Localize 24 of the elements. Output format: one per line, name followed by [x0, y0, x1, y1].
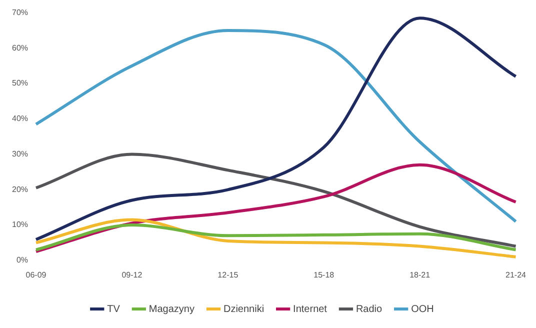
- y-tick-label: 40%: [12, 114, 28, 124]
- y-tick-label: 0%: [16, 256, 28, 265]
- x-tick-label: 09-12: [122, 270, 143, 280]
- legend-label: Internet: [293, 304, 328, 315]
- line-series: [34, 163, 518, 254]
- line-series: [34, 218, 518, 258]
- x-tick-label: 06-09: [26, 270, 47, 280]
- y-tick-label: 70%: [12, 8, 28, 18]
- legend-label: Dzienniki: [223, 304, 264, 315]
- y-tick-label: 60%: [12, 43, 28, 52]
- legend-label: Magazyny: [148, 304, 194, 315]
- x-tick-label: 15-18: [314, 270, 335, 280]
- legend-label: TV: [107, 304, 120, 315]
- y-tick-label: 50%: [12, 78, 28, 88]
- x-tick-label: 12-15: [218, 270, 239, 280]
- y-tick-label: 30%: [12, 149, 28, 158]
- x-tick-label: 21-24: [506, 270, 527, 280]
- legend-label: OOH: [411, 304, 434, 315]
- legend-label: Radio: [356, 304, 383, 315]
- y-tick-label: 10%: [12, 220, 28, 230]
- line-series: [34, 224, 518, 252]
- y-tick-label: 20%: [12, 184, 28, 194]
- x-tick-label: 18-21: [410, 270, 431, 280]
- line-series: [34, 152, 518, 248]
